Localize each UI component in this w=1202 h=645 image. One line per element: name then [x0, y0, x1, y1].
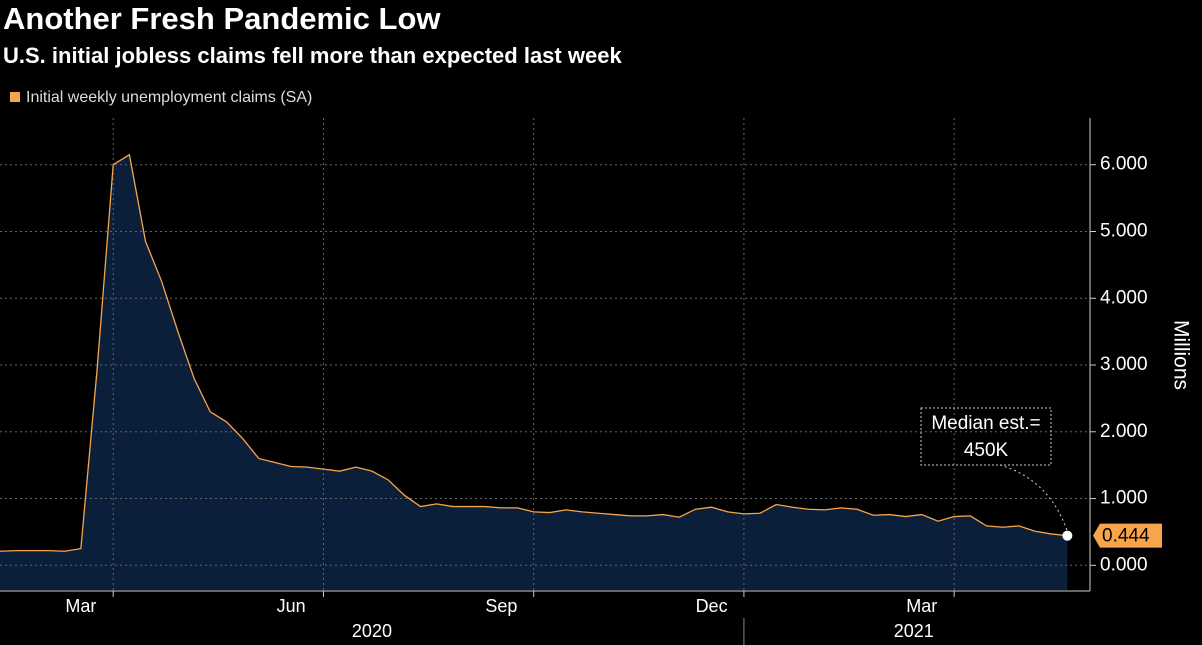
- x-group-label: 2021: [894, 621, 934, 641]
- annotation-text: 450K: [964, 440, 1009, 461]
- y-tick-label: 5.000: [1100, 221, 1148, 242]
- last-point: [1062, 530, 1073, 541]
- legend-label: Initial weekly unemployment claims (SA): [26, 89, 312, 106]
- y-axis-title: Millions: [1169, 320, 1192, 390]
- line: [0, 153, 1068, 552]
- annotation-text: Median est.=: [931, 413, 1040, 434]
- last-value-label: 0.444: [1102, 526, 1150, 547]
- x-tick-label: Sep: [485, 596, 517, 616]
- x-tick-label: Mar: [906, 596, 937, 616]
- x-tick-label: Dec: [696, 596, 728, 616]
- chart-title: Another Fresh Pandemic Low: [3, 1, 441, 36]
- y-tick-label: 6.000: [1100, 154, 1148, 175]
- x-tick-label: Mar: [65, 596, 96, 616]
- area: [0, 154, 1068, 590]
- legend-swatch: [10, 92, 20, 102]
- last-value-tag: [1093, 523, 1162, 548]
- x-group-label: 2020: [352, 621, 392, 641]
- y-tick-label: 2.000: [1100, 421, 1148, 442]
- y-tick-label: 0.000: [1100, 554, 1148, 575]
- y-tick-label: 4.000: [1100, 287, 1148, 308]
- annotation-box: [920, 407, 1052, 466]
- y-tick-label: 1.000: [1100, 488, 1148, 509]
- chart-subtitle: U.S. initial jobless claims fell more th…: [3, 43, 622, 68]
- annotation-connector: [999, 464, 1068, 532]
- y-tick-label: 3.000: [1100, 354, 1148, 375]
- x-tick-label: Jun: [277, 596, 306, 616]
